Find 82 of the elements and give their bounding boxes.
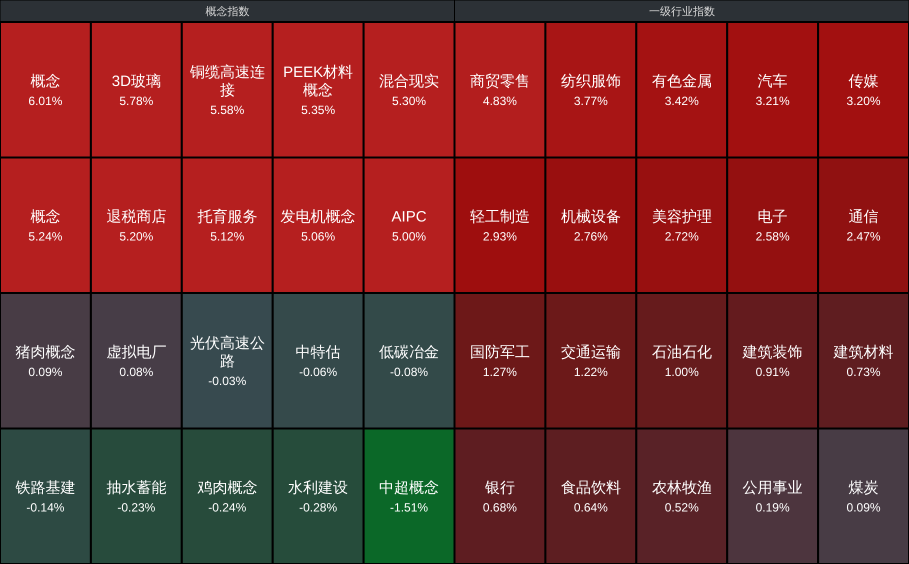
category-label: 发电机概念 [280, 208, 356, 226]
category-label: 中特估 [296, 344, 341, 361]
data-label: -0.06% [299, 364, 338, 379]
category-label: 煤炭 [848, 479, 879, 496]
category-label: 交通运输 [560, 344, 621, 361]
data-label: 0.08% [119, 364, 154, 379]
category-label: 概念 [30, 72, 60, 90]
data-label: 2.58% [756, 229, 790, 244]
category-label: AIPC [392, 208, 427, 226]
category-label: 食品饮料 [560, 479, 621, 496]
data-label: 3.20% [846, 94, 881, 108]
category-label: 轻工制造 [470, 208, 530, 226]
category-label: 电子 [758, 208, 788, 226]
text: 概念指数 [205, 6, 250, 18]
data-label: -1.51% [390, 500, 428, 514]
data-label: 5.20% [119, 229, 154, 244]
data-label: 0.68% [482, 500, 518, 514]
data-label: 5.78% [119, 94, 154, 108]
data-label: 3.21% [756, 94, 790, 108]
data-label: 0.19% [756, 500, 790, 514]
data-label: -0.08% [390, 364, 428, 379]
category-label: 汽车 [758, 72, 788, 90]
data-label: 0.52% [664, 500, 700, 514]
data-label: 6.01% [28, 94, 63, 108]
data-label: -0.03% [208, 374, 247, 388]
category-label: 虚拟电厂 [106, 344, 166, 361]
category-label: 退税商店 [106, 208, 166, 226]
category-label: 托育服务 [196, 208, 258, 226]
category-label: 建筑材料 [832, 344, 894, 361]
data-label: 0.73% [846, 364, 881, 379]
data-label: 5.12% [210, 229, 245, 244]
category-label: 通信 [848, 208, 879, 226]
category-label: 概念 [30, 208, 60, 226]
category-label: 商贸零售 [470, 72, 530, 90]
category-label: 公用事业 [742, 479, 803, 496]
category-label: 抽水蓄能 [106, 479, 166, 496]
category-label: 农林牧渔 [652, 479, 712, 496]
data-label: 5.35% [301, 102, 336, 117]
category-label: 银行 [484, 479, 515, 496]
data-label: -0.14% [26, 500, 65, 514]
category-label: 3D玻璃 [112, 72, 161, 90]
data-label: -0.28% [299, 500, 338, 514]
category-label: 水利建设 [288, 479, 348, 496]
data-label: 2.93% [482, 229, 518, 244]
data-label: 0.91% [756, 364, 790, 379]
data-label: 5.58% [210, 102, 245, 117]
data-label: 2.47% [846, 229, 881, 244]
data-label: -0.23% [117, 500, 156, 514]
data-label: 5.06% [301, 229, 336, 244]
data-label: 0.09% [846, 500, 881, 514]
category-label: PEEK材料概念 [283, 64, 354, 99]
category-label: 中超概念 [379, 479, 440, 496]
data-label: 2.72% [664, 229, 700, 244]
category-label: 有色金属 [652, 72, 712, 90]
category-label: 鸡肉概念 [196, 479, 258, 496]
data-label: 3.77% [574, 94, 608, 108]
category-label: 铁路基建 [14, 479, 76, 496]
category-label: 纺织服饰 [560, 72, 621, 90]
data-label: 5.00% [392, 229, 426, 244]
text: 一级行业指数 [648, 5, 715, 18]
data-label: 0.64% [574, 500, 608, 514]
data-label: 3.42% [664, 94, 700, 108]
data-label: 1.22% [574, 364, 608, 379]
data-label: 1.00% [664, 364, 700, 379]
category-label: 低碳冶金 [379, 344, 440, 361]
category-label: 传媒 [848, 72, 879, 90]
category-label: 混合现实 [379, 72, 440, 90]
category-label: 机械设备 [560, 208, 621, 226]
data-label: 0.09% [28, 364, 63, 379]
category-label: 国防军工 [470, 344, 530, 361]
category-label: 美容护理 [652, 208, 712, 226]
data-label: 4.83% [482, 94, 518, 108]
data-label: 5.30% [392, 94, 426, 108]
data-label: 5.24% [28, 229, 63, 244]
data-label: 2.76% [574, 229, 608, 244]
data-label: 1.27% [482, 364, 518, 379]
category-label: 建筑装饰 [742, 344, 803, 361]
category-label: 光伏高速公路 [190, 334, 265, 370]
data-label: -0.24% [208, 500, 247, 514]
category-label: 铜缆高速连接 [188, 64, 265, 99]
category-label: 石油石化 [652, 344, 712, 361]
category-label: 猪肉概念 [15, 344, 76, 361]
